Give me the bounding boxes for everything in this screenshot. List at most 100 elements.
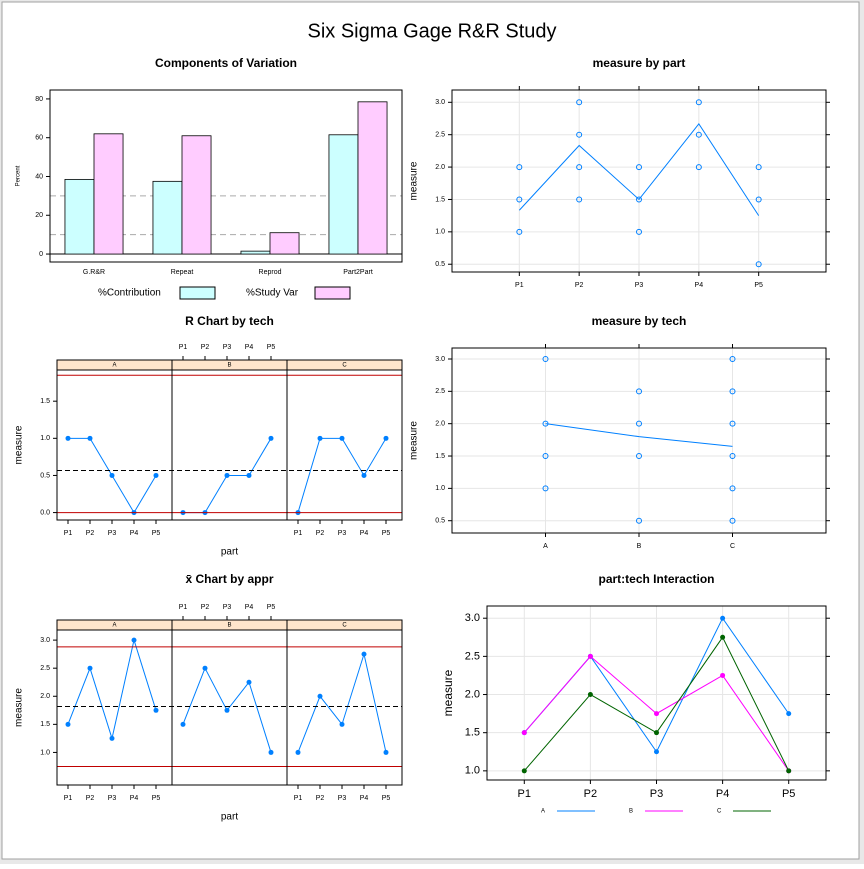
- bar: [152, 180, 183, 255]
- y-tick-label: 1.0: [40, 435, 50, 442]
- y-tick-label: 1.0: [40, 749, 50, 756]
- x-tick-label: P3: [108, 795, 117, 802]
- chart-title: x̄ Chart by appr: [185, 572, 273, 586]
- y-tick-label: 1.0: [435, 485, 445, 492]
- point: [317, 693, 323, 699]
- x-tick-label: P2: [575, 282, 584, 289]
- x-tick-label: P4: [130, 795, 139, 802]
- y-tick-label: 2.5: [40, 665, 50, 672]
- point: [361, 472, 367, 478]
- point: [654, 730, 659, 736]
- point: [729, 420, 736, 427]
- page-title: Six Sigma Gage R&R Study: [308, 20, 557, 42]
- y-tick-label: 2.0: [465, 688, 480, 700]
- chart-title: part:tech Interaction: [598, 572, 714, 586]
- point: [339, 435, 345, 441]
- x-tick-label: B: [637, 543, 642, 550]
- point: [695, 164, 702, 171]
- point: [636, 196, 642, 203]
- point: [695, 99, 702, 106]
- x-tick-label: P5: [152, 530, 161, 537]
- point: [202, 665, 208, 671]
- plot-frame: [56, 369, 403, 521]
- point: [786, 768, 792, 774]
- point: [729, 388, 736, 395]
- point: [317, 435, 323, 441]
- y-tick-label: 2.5: [435, 132, 445, 139]
- x-tick-label: P3: [223, 604, 232, 611]
- x-tick-label: A: [543, 543, 548, 550]
- panel-label: A: [112, 623, 116, 629]
- x-tick-label: P1: [294, 795, 303, 802]
- point: [383, 435, 389, 441]
- x-axis-label: part: [221, 547, 238, 558]
- y-tick-label: 2.5: [465, 650, 480, 662]
- point: [521, 768, 527, 774]
- legend-label: %Study Var: [246, 288, 299, 299]
- x-tick-label: Repeat: [171, 269, 194, 276]
- point: [636, 420, 642, 427]
- mean-line: [518, 123, 760, 216]
- x-tick-label: P2: [584, 788, 597, 800]
- x-tick-label: P5: [267, 344, 276, 351]
- bar: [181, 135, 212, 255]
- x-tick-label: P4: [360, 530, 369, 537]
- y-tick-label: 0.5: [40, 472, 50, 479]
- point: [720, 634, 726, 640]
- point: [268, 749, 274, 755]
- legend-label: %Contribution: [98, 288, 161, 299]
- point: [295, 749, 301, 755]
- legend-swatch: [314, 286, 351, 300]
- bar: [328, 134, 359, 255]
- x-tick-label: P4: [716, 788, 729, 800]
- chart-title: measure by tech: [592, 314, 687, 328]
- x-tick-label: P2: [201, 344, 210, 351]
- legend-label: A: [541, 809, 545, 815]
- point: [636, 388, 642, 395]
- x-tick-label: P4: [245, 344, 254, 351]
- y-axis-label: measure: [441, 669, 455, 716]
- y-tick-label: 2.0: [40, 693, 50, 700]
- x-tick-label: P4: [695, 282, 704, 289]
- point: [636, 164, 642, 171]
- y-tick-label: 2.5: [435, 388, 445, 395]
- y-tick-label: 3.0: [40, 637, 50, 644]
- point: [224, 472, 230, 478]
- point: [576, 99, 583, 106]
- legend-swatch: [179, 286, 216, 300]
- point: [654, 711, 659, 717]
- x-tick-label: P5: [382, 795, 391, 802]
- point: [542, 485, 549, 492]
- y-tick-label: 0.5: [435, 518, 445, 525]
- y-tick-label: 60: [35, 135, 43, 142]
- y-tick-label: 20: [35, 212, 43, 219]
- point: [729, 355, 736, 362]
- point: [383, 749, 389, 755]
- point: [339, 721, 345, 727]
- point: [268, 435, 274, 441]
- panel-label: B: [227, 363, 231, 369]
- x-tick-label: P1: [179, 344, 188, 351]
- point: [720, 672, 726, 678]
- y-tick-label: 0.5: [435, 261, 445, 268]
- point: [521, 730, 527, 736]
- plot-frame: [56, 629, 403, 786]
- point: [636, 517, 642, 524]
- x-axis-label: part: [221, 812, 238, 823]
- point: [755, 164, 762, 171]
- x-tick-label: P1: [179, 604, 188, 611]
- x-tick-label: Reprod: [259, 269, 282, 276]
- point: [576, 196, 583, 203]
- x-tick-label: P1: [518, 788, 531, 800]
- x-tick-label: P3: [635, 282, 644, 289]
- y-tick-label: 1.5: [40, 721, 50, 728]
- x-tick-label: P2: [316, 795, 325, 802]
- bar: [269, 232, 300, 255]
- point: [576, 164, 583, 171]
- point: [755, 196, 762, 203]
- y-tick-label: 0: [39, 251, 43, 258]
- bar: [240, 250, 271, 255]
- y-tick-label: 80: [35, 96, 43, 103]
